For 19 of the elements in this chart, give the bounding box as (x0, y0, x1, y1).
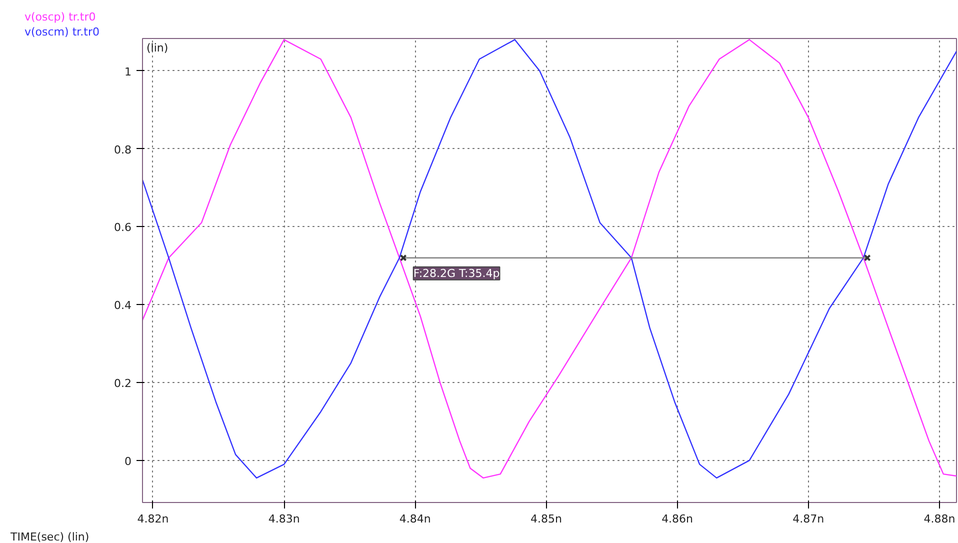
x-tick-label: 4.82n (137, 512, 169, 526)
line-series (142, 39, 956, 479)
x-tick-label: 4.83n (268, 512, 300, 526)
y-tick-label: 0 (124, 454, 132, 468)
x-tick-label: 4.88n (924, 512, 956, 526)
x-tick-label: 4.84n (399, 512, 431, 526)
y-tick-label: 0.4 (114, 299, 132, 312)
x-tick-label: 4.86n (662, 512, 694, 526)
y-tick-label: 0.6 (114, 221, 132, 234)
y-tick-label: 0.8 (114, 143, 132, 156)
x-tick-label: 4.85n (530, 512, 562, 526)
y-tick-label: 1 (124, 65, 132, 78)
text: v(oscp) tr.tr0 (24, 10, 96, 24)
text: v(oscm) tr.tr0 (24, 26, 100, 38)
y-axis-title: (lin) (146, 42, 168, 54)
y-tick-label: 0.2 (114, 377, 132, 390)
x-axis-title: TIME(sec) (lin) (10, 530, 90, 543)
annotation: F:28.2G T:35.4p (413, 266, 500, 280)
x-tick-label: 4.87n (792, 512, 824, 526)
